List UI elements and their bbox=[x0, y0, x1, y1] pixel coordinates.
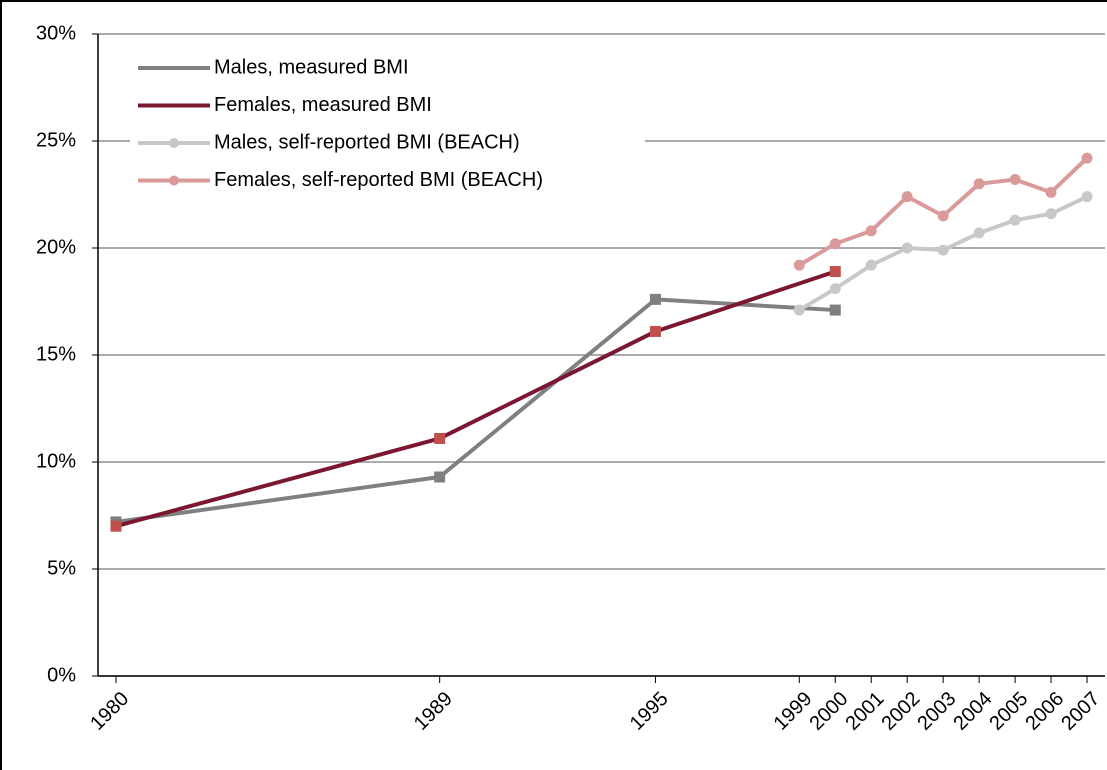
point bbox=[793, 304, 805, 316]
y-tick-label: 0% bbox=[47, 664, 76, 686]
legend-box bbox=[130, 50, 645, 200]
point bbox=[1081, 191, 1093, 203]
point bbox=[434, 471, 446, 483]
point bbox=[901, 242, 913, 254]
point bbox=[649, 325, 661, 337]
point bbox=[829, 283, 841, 295]
legend-marker bbox=[169, 175, 179, 186]
y-tick-label: 25% bbox=[36, 129, 76, 151]
point bbox=[829, 238, 841, 250]
y-tick-label: 5% bbox=[47, 557, 76, 579]
point bbox=[110, 520, 122, 532]
point bbox=[937, 244, 949, 256]
point bbox=[937, 210, 949, 222]
legend: Males, measured BMI Females, measured BMI… bbox=[130, 50, 645, 200]
point bbox=[1009, 214, 1021, 226]
point bbox=[793, 259, 805, 271]
point bbox=[829, 266, 841, 278]
y-tick-label: 30% bbox=[36, 22, 76, 44]
point bbox=[1009, 174, 1021, 186]
point bbox=[1045, 208, 1057, 220]
y-tick-label: 10% bbox=[36, 450, 76, 472]
series-line bbox=[115, 297, 836, 524]
y-tick-label: 15% bbox=[36, 343, 76, 365]
legend-label: Males, self-reported BMI (BEACH) bbox=[214, 131, 520, 153]
point bbox=[434, 432, 446, 444]
series-line bbox=[115, 269, 836, 529]
point bbox=[865, 225, 877, 237]
point bbox=[865, 259, 877, 271]
y-tick-label: 20% bbox=[36, 236, 76, 258]
legend-label: Males, measured BMI bbox=[214, 56, 409, 78]
point bbox=[901, 191, 913, 203]
point bbox=[973, 227, 985, 239]
point bbox=[1081, 152, 1093, 164]
point bbox=[1045, 186, 1057, 198]
point bbox=[649, 293, 661, 305]
legend-label: Females, measured BMI bbox=[214, 94, 432, 116]
point bbox=[829, 304, 841, 316]
point bbox=[973, 178, 985, 190]
legend-marker bbox=[169, 138, 179, 148]
legend-label: Females, self-reported BMI (BEACH) bbox=[214, 169, 543, 191]
